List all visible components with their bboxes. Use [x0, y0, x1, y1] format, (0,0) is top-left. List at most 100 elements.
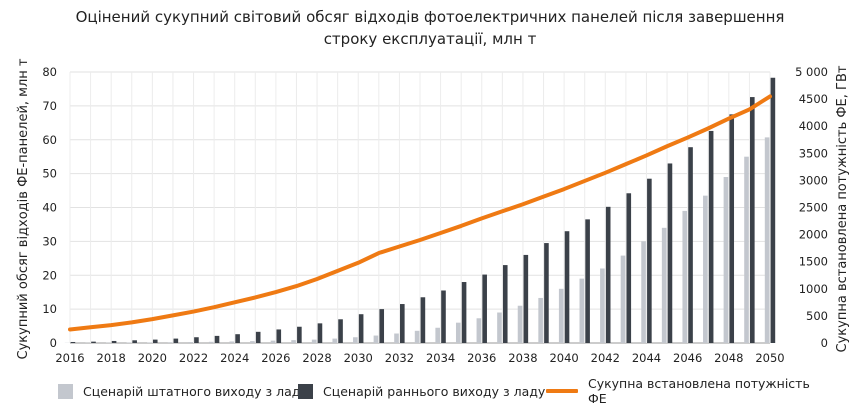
- y-right-tick-label: 2000: [799, 228, 828, 242]
- bar-normal-loss: [620, 255, 626, 343]
- bar-early-loss: [91, 341, 96, 343]
- x-tick-label: 2032: [385, 351, 414, 365]
- chart-title-line-1: Оцінений сукупний світовий обсяг відході…: [75, 8, 785, 26]
- y-axis-left-label: Сукупний обсяг відходів ФЕ-панелей, млн …: [16, 58, 31, 359]
- bar-early-loss: [647, 178, 652, 343]
- legend-label-normal-loss: Сценарій штатного виходу з ладу: [83, 383, 308, 399]
- y-right-tick-label: 4000: [799, 119, 828, 133]
- y-right-tick-label: 4500: [799, 92, 828, 106]
- y-right-tick-label: 3500: [799, 146, 828, 160]
- bar-early-loss: [235, 334, 240, 343]
- bar-normal-loss: [373, 335, 379, 343]
- bar-early-loss: [502, 265, 508, 343]
- x-tick-label: 2020: [138, 351, 167, 365]
- bar-early-loss: [708, 130, 714, 343]
- bar-normal-loss: [188, 342, 193, 343]
- bar-early-loss: [255, 331, 261, 343]
- bar-early-loss: [750, 97, 755, 343]
- bar-normal-loss: [270, 340, 276, 343]
- y-left-tick-label: 60: [42, 133, 57, 147]
- bar-normal-loss: [353, 337, 358, 343]
- bar-normal-loss: [332, 338, 338, 343]
- bar-normal-loss: [558, 288, 564, 343]
- x-tick-label: 2024: [220, 351, 249, 365]
- x-tick-label: 2042: [591, 351, 620, 365]
- y-right-tick-label: 500: [806, 309, 828, 323]
- bar-normal-loss: [538, 297, 543, 343]
- chart-canvas: 0102030405060708005001000150020002500300…: [16, 58, 850, 365]
- x-tick-label: 2044: [632, 351, 661, 365]
- bar-normal-loss: [250, 341, 255, 343]
- bar-early-loss: [132, 340, 137, 343]
- x-tick-label: 2038: [508, 351, 537, 365]
- y-right-tick-label: 5 000: [795, 65, 828, 79]
- bar-normal-loss: [579, 278, 585, 343]
- bar-early-loss: [317, 323, 323, 343]
- x-tick-label: 2036: [467, 351, 496, 365]
- y-left-tick-label: 50: [42, 167, 57, 181]
- bar-early-loss: [379, 309, 385, 343]
- x-tick-label: 2050: [755, 351, 784, 365]
- x-tick-label: 2034: [426, 351, 455, 365]
- bar-early-loss: [441, 290, 446, 343]
- x-tick-label: 2028: [302, 351, 331, 365]
- bar-normal-loss: [517, 305, 523, 343]
- x-tick-label: 2030: [344, 351, 373, 365]
- bar-early-loss: [523, 254, 529, 343]
- y-right-tick-label: 3000: [799, 173, 828, 187]
- bar-normal-loss: [394, 333, 399, 343]
- bar-normal-loss: [414, 330, 420, 343]
- bar-early-loss: [605, 206, 611, 343]
- bar-early-loss: [564, 231, 570, 343]
- bar-normal-loss: [661, 227, 667, 343]
- bar-early-loss: [544, 243, 549, 343]
- y-right-tick-label: 1000: [799, 282, 828, 296]
- legend: Сценарій штатного виходу з ладу Сценарій…: [58, 376, 818, 406]
- bar-early-loss: [461, 282, 467, 343]
- bar-normal-loss: [147, 342, 152, 343]
- bar-normal-loss: [291, 340, 296, 343]
- bar-early-loss: [297, 326, 302, 343]
- bar-early-loss: [729, 114, 735, 343]
- legend-item-early-loss: Сценарій раннього виходу з ладу: [298, 380, 545, 402]
- bar-normal-loss: [723, 177, 729, 343]
- legend-swatch-normal-loss: [58, 383, 73, 399]
- bar-early-loss: [70, 341, 76, 343]
- bar-normal-loss: [455, 322, 461, 343]
- y-axis-right-label: Сукупна встановлена потужність ФЕ, ГВт: [835, 65, 850, 352]
- bar-early-loss: [358, 314, 364, 343]
- axis-tick-labels: 0102030405060708005001000150020002500300…: [42, 65, 828, 365]
- legend-item-capacity: Сукупна встановлена потужність ФЕ: [546, 376, 818, 406]
- legend-swatch-capacity: [546, 389, 578, 393]
- y-left-tick-label: 70: [42, 99, 57, 113]
- bar-normal-loss: [764, 137, 770, 343]
- bar-normal-loss: [600, 268, 605, 343]
- bar-early-loss: [585, 219, 590, 343]
- y-left-tick-label: 10: [42, 302, 57, 316]
- bar-normal-loss: [744, 156, 749, 343]
- y-right-tick-label: 1500: [799, 255, 828, 269]
- bar-early-loss: [194, 337, 199, 343]
- legend-label-early-loss: Сценарій раннього виходу з ладу: [323, 383, 546, 399]
- x-tick-label: 2040: [549, 351, 578, 365]
- y-left-tick-label: 0: [50, 336, 57, 350]
- x-tick-label: 2046: [673, 351, 702, 365]
- bar-early-loss: [338, 319, 343, 343]
- bar-early-loss: [173, 338, 179, 343]
- bar-normal-loss: [435, 327, 440, 343]
- bar-early-loss: [400, 304, 405, 343]
- bar-normal-loss: [703, 195, 708, 343]
- x-tick-label: 2016: [55, 351, 84, 365]
- bar-early-loss: [111, 340, 117, 343]
- capacity-line: [68, 94, 772, 332]
- bar-normal-loss: [311, 339, 317, 343]
- x-tick-label: 2022: [179, 351, 208, 365]
- bar-early-loss: [688, 147, 693, 343]
- bar-normal-loss: [682, 210, 688, 343]
- x-tick-label: 2026: [261, 351, 290, 365]
- y-left-tick-label: 30: [42, 234, 57, 248]
- legend-item-normal-loss: Сценарій штатного виходу з ладу: [58, 380, 308, 402]
- bar-early-loss: [420, 297, 426, 343]
- y-left-tick-label: 20: [42, 268, 57, 282]
- chart-title: Оцінений сукупний світовий обсяг відході…: [60, 6, 800, 50]
